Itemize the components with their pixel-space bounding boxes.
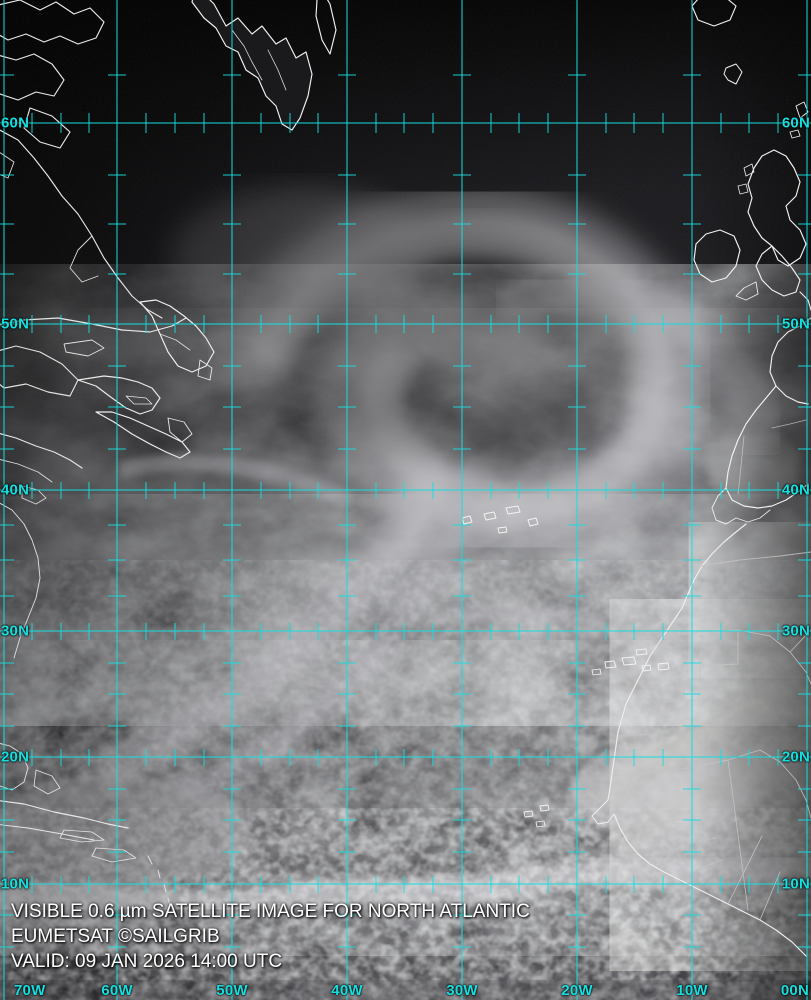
image-caption: VISIBLE 0.6 µm SATELLITE IMAGE FOR NORTH…	[11, 899, 530, 974]
lat-label-right-50n: 50N	[781, 315, 810, 333]
lon-label-40w: 40W	[331, 982, 363, 999]
lat-label-right-40n: 40N	[781, 481, 810, 499]
coastline-overlay	[0, 0, 811, 957]
caption-line-product: VISIBLE 0.6 µm SATELLITE IMAGE FOR NORTH…	[11, 901, 530, 922]
lat-label-left-30n: 30N	[1, 622, 30, 640]
lon-label-60w: 60W	[101, 982, 133, 999]
caption-line-valid: VALID: 09 JAN 2026 14:00 UTC	[11, 951, 283, 972]
lat-label-left-20n: 20N	[1, 748, 30, 766]
lon-label-50w: 50W	[216, 982, 248, 999]
lat-label-right-60n: 60N	[781, 114, 810, 132]
lat-label-right-30n: 30N	[781, 622, 810, 640]
lat-label-left-50n: 50N	[1, 315, 30, 333]
lon-label-10w: 10W	[676, 982, 708, 999]
lat-label-left-10n: 10N	[1, 875, 30, 893]
lon-label-70w: 70W	[14, 982, 46, 999]
lat-label-left-60n: 60N	[1, 114, 30, 132]
lon-label-20w: 20W	[561, 982, 593, 999]
caption-line-source: EUMETSAT ©SAILGRIB	[11, 926, 220, 947]
lat-label-left-40n: 40N	[1, 481, 30, 499]
lat-label-right-20n: 20N	[781, 748, 810, 766]
lat-label-right-10n: 10N	[781, 875, 810, 893]
lon-label-30w: 30W	[446, 982, 478, 999]
lon-label-00: 00N	[780, 982, 809, 999]
